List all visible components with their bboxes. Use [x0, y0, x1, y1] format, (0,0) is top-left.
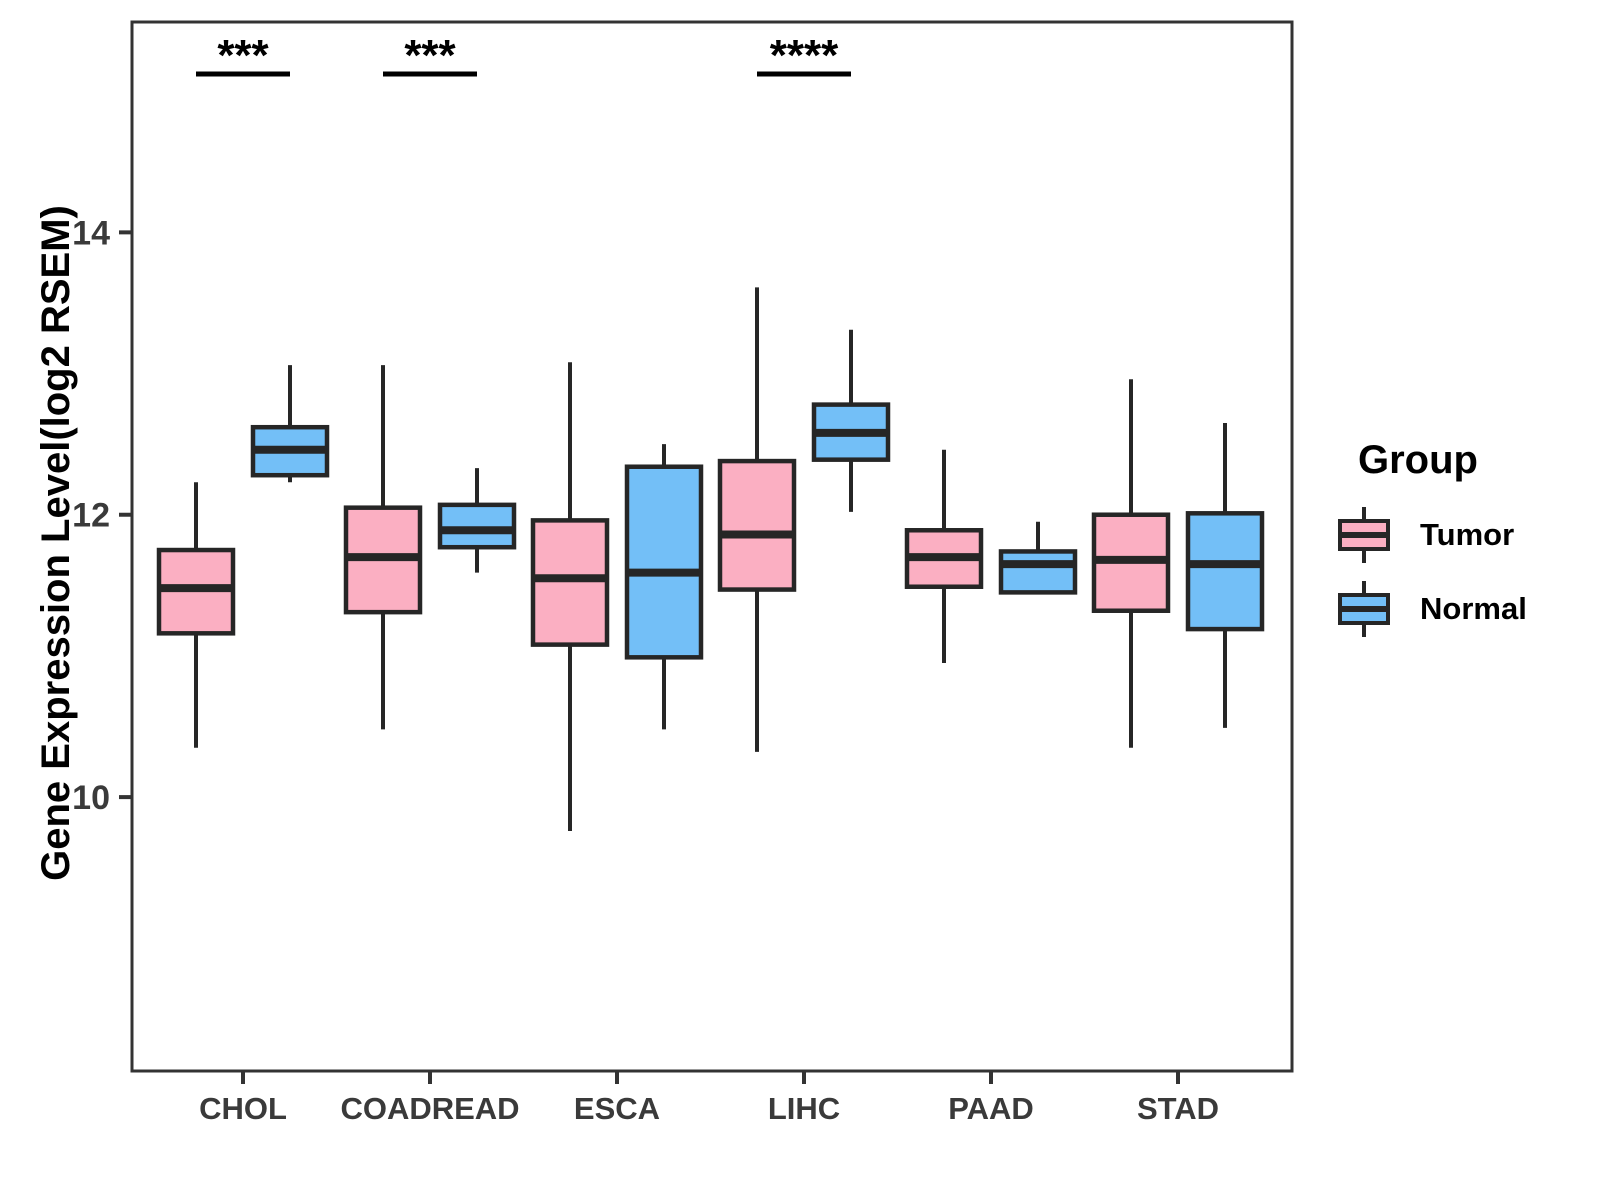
x-label-stad: STAD [1137, 1091, 1219, 1126]
x-label-chol: CHOL [199, 1091, 287, 1126]
legend-label-normal: Normal [1420, 591, 1527, 626]
legend-label-tumor: Tumor [1420, 517, 1515, 552]
significance-label-lihc: **** [770, 31, 839, 80]
legend-row-tumor: Tumor [1332, 501, 1527, 569]
tumor-box-esca [530, 518, 610, 647]
y-tick-label: 14 [72, 214, 110, 252]
panel-border [130, 20, 1294, 1073]
y-tick-label: 10 [72, 779, 110, 817]
legend-boxplot-swatch-tumor-icon [1338, 507, 1390, 563]
tumor-box-lihc [717, 458, 797, 592]
legend-boxplot-swatch-normal-icon [1338, 581, 1390, 637]
legend-rows: Tumor Normal [1332, 501, 1527, 643]
normal-box-paad [998, 549, 1078, 595]
normal-box-esca [624, 464, 704, 660]
x-label-coadread: COADREAD [340, 1091, 519, 1126]
x-label-esca: ESCA [574, 1091, 660, 1126]
x-label-lihc: LIHC [768, 1091, 840, 1126]
legend-title: Group [1358, 438, 1478, 482]
legend: Group Tumor Normal [1332, 438, 1527, 649]
significance-label-chol: *** [217, 31, 269, 80]
x-label-paad: PAAD [948, 1091, 1034, 1126]
normal-box-stad [1185, 511, 1265, 632]
y-tick-label: 12 [72, 497, 110, 535]
normal-box-coadread [437, 502, 517, 550]
y-axis-title: Gene Expression Level(log2 RSEM) [34, 205, 78, 881]
significance-label-coadread: *** [404, 31, 456, 80]
legend-row-normal: Normal [1332, 575, 1527, 643]
